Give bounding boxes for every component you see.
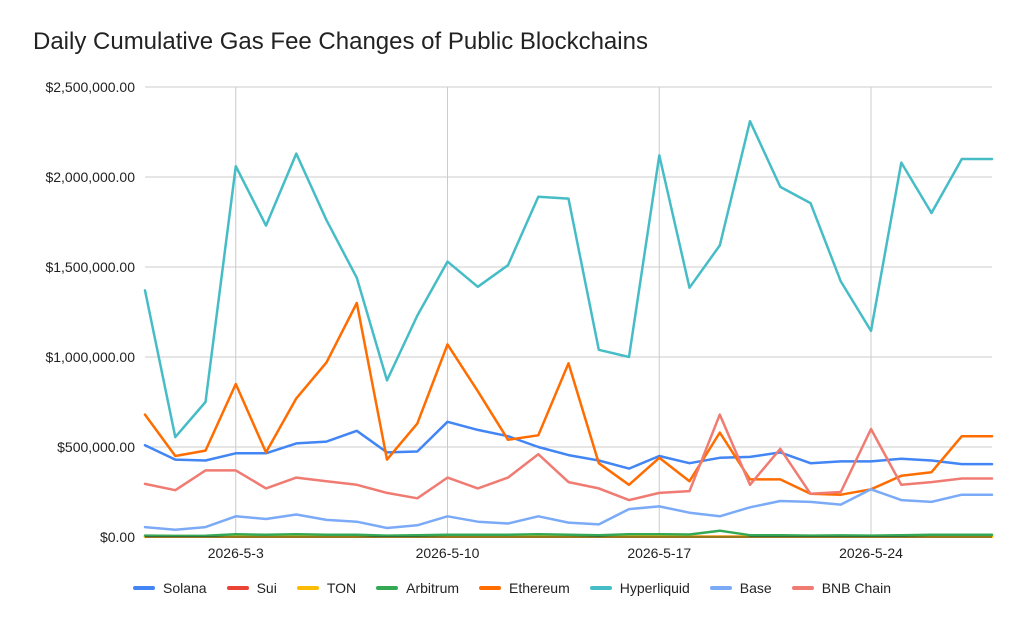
y-tick-label: $1,000,000.00 bbox=[45, 349, 135, 365]
y-tick-label: $2,000,000.00 bbox=[45, 169, 135, 185]
legend-swatch bbox=[479, 586, 502, 590]
y-tick-label: $2,500,000.00 bbox=[45, 79, 135, 95]
legend-item-hyperliquid: Hyperliquid bbox=[589, 580, 690, 596]
legend-item-solana: Solana bbox=[133, 580, 207, 596]
series-line-ethereum bbox=[143, 301, 994, 496]
x-tick-label: 2026-5-24 bbox=[839, 545, 903, 561]
legend-swatch bbox=[589, 586, 612, 590]
legend-swatch bbox=[709, 586, 732, 590]
legend-swatch bbox=[226, 586, 249, 590]
legend-item-bnb-chain: BNB Chain bbox=[791, 580, 891, 596]
legend-item-sui: Sui bbox=[226, 580, 277, 596]
legend-label: Solana bbox=[163, 580, 207, 596]
legend-swatch bbox=[791, 586, 814, 590]
legend-label: Sui bbox=[256, 580, 277, 596]
legend-label: Base bbox=[739, 580, 772, 596]
legend-label: Ethereum bbox=[509, 580, 570, 596]
legend-label: TON bbox=[326, 580, 357, 596]
chart-legend: Solana Sui TON Arbitrum Ethereum Hyperliquid B… bbox=[0, 580, 1024, 596]
legend-swatch bbox=[133, 586, 155, 590]
series-lines bbox=[143, 119, 994, 539]
legend-item-arbitrum: Arbitrum bbox=[376, 580, 459, 596]
legend-swatch bbox=[296, 586, 319, 590]
x-tick-label: 2026-5-17 bbox=[627, 545, 691, 561]
series-line-bnb-chain bbox=[143, 413, 994, 502]
legend-swatch bbox=[376, 586, 399, 590]
legend-item-ton: TON bbox=[296, 580, 357, 596]
series-line-base bbox=[143, 488, 994, 532]
series-line-arbitrum bbox=[143, 529, 994, 538]
y-tick-label: $500,000.00 bbox=[57, 439, 135, 455]
legend-label: Arbitrum bbox=[406, 580, 460, 596]
series-line-hyperliquid bbox=[143, 119, 994, 439]
y-tick-label: $1,500,000.00 bbox=[45, 259, 135, 275]
series-line-solana bbox=[143, 420, 994, 470]
legend-label: BNB Chain bbox=[821, 580, 891, 596]
chart-title: Daily Cumulative Gas Fee Changes of Publ… bbox=[33, 28, 648, 55]
x-axis-ticks: 2026-5-3 2026-5-10 2026-5-17 2026-5-24 bbox=[208, 545, 903, 561]
gridlines bbox=[145, 86, 992, 538]
y-axis-ticks: $0.00 $500,000.00 $1,000,000.00 $1,500,000.… bbox=[45, 79, 135, 545]
legend-item-base: Base bbox=[709, 580, 772, 596]
y-tick-label: $0.00 bbox=[100, 529, 135, 545]
legend-item-ethereum: Ethereum bbox=[479, 580, 570, 596]
legend-label: Hyperliquid bbox=[619, 580, 690, 596]
x-tick-label: 2026-5-3 bbox=[208, 545, 264, 561]
x-tick-label: 2026-5-10 bbox=[416, 545, 480, 561]
